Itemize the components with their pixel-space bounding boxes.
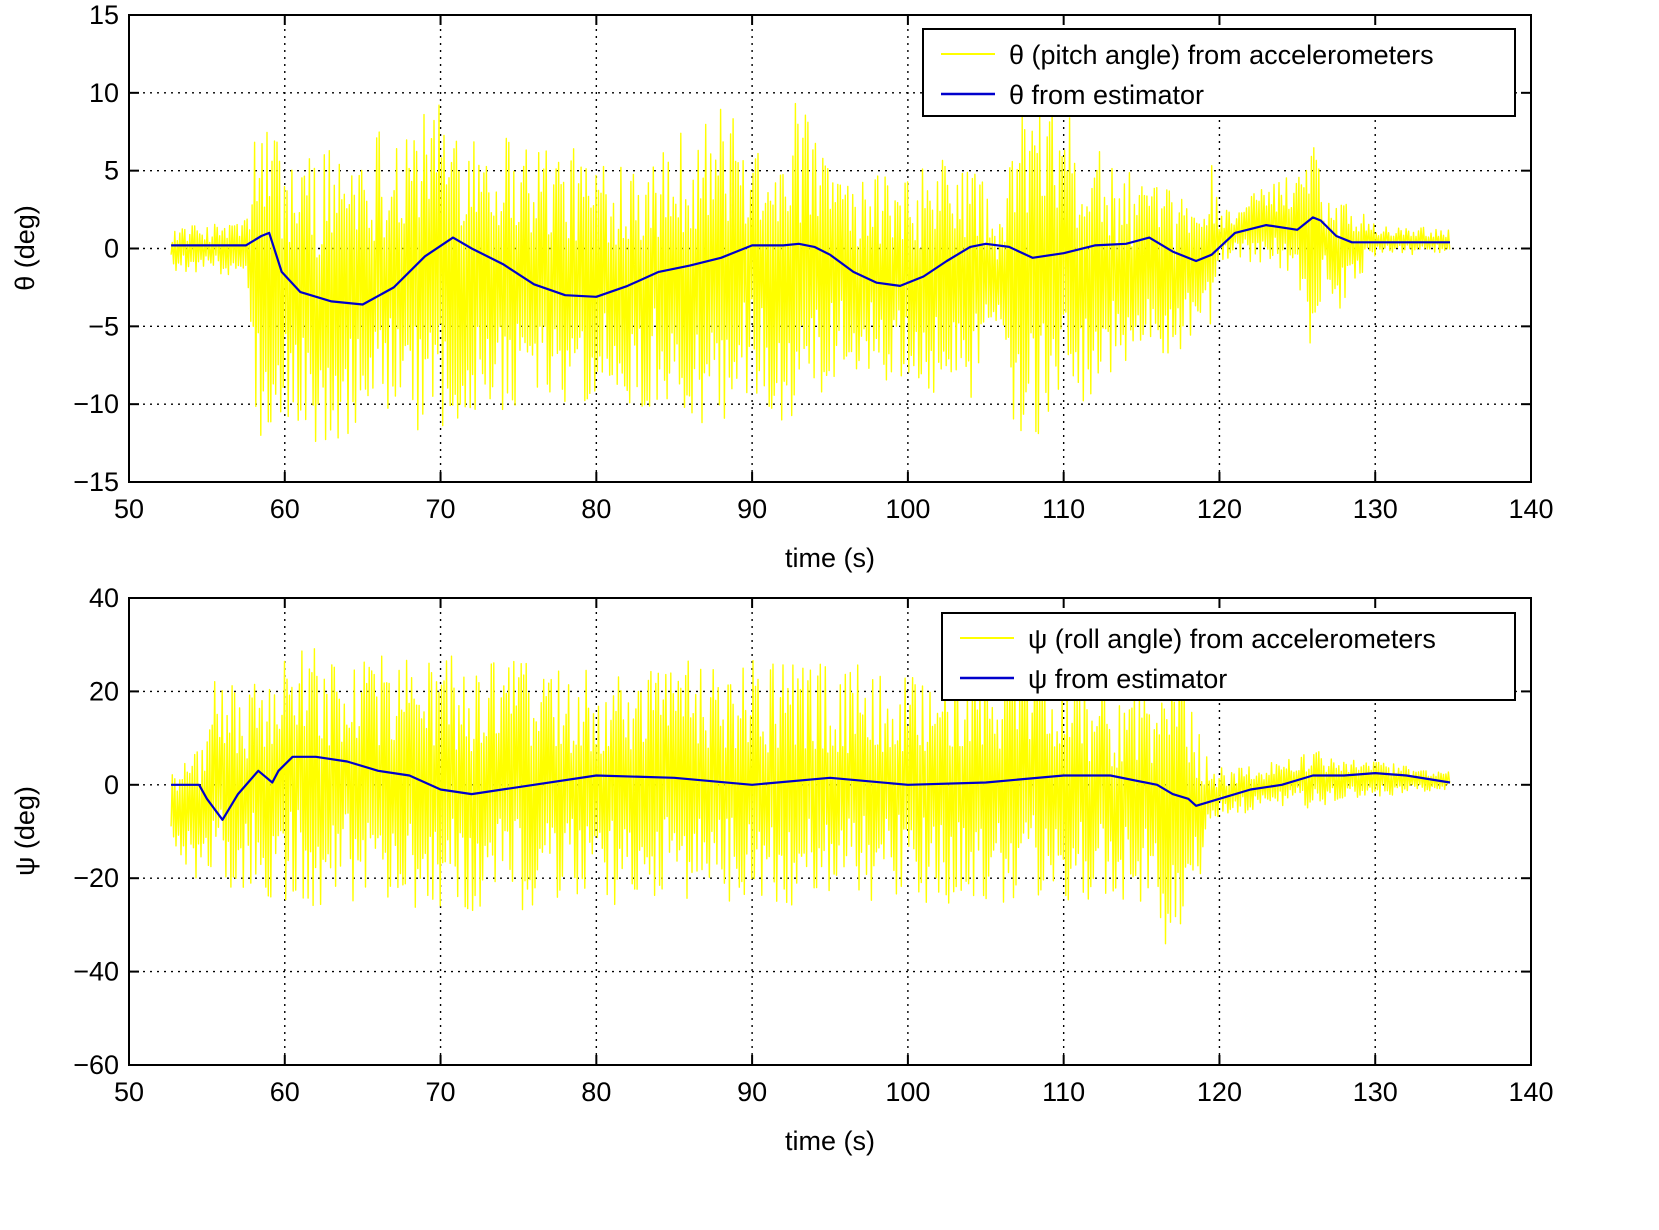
roll-legend-box [941,612,1516,701]
pitch-y-tick-label: 0 [104,234,119,264]
roll-x-axis-label: time (s) [785,1126,875,1156]
roll-x-tick-label: 90 [737,1077,767,1107]
pitch-legend-label-estimator: θ from estimator [1009,80,1204,110]
roll-x-tick-label: 100 [885,1077,930,1107]
pitch-angle-plot: 50 60 70 80 90 100 110 120 130 140 −15 −10 −5 0 5 10 15… [10,0,1554,573]
pitch-y-tick-label: −15 [73,467,119,497]
roll-x-tick-label: 140 [1508,1077,1553,1107]
roll-legend: ψ (roll angle) from accelerometers ψ fro… [941,612,1516,701]
roll-axes-frame [128,597,1532,1066]
pitch-estimator-series-line [171,216,1450,306]
roll-x-tick-label: 50 [114,1077,144,1107]
pitch-x-tick-label: 90 [737,494,767,524]
roll-y-tick-label: 20 [89,676,119,706]
pitch-x-tick-label: 130 [1353,494,1398,524]
pitch-x-tick-label: 80 [581,494,611,524]
roll-legend-label-accelerometers: ψ (roll angle) from accelerometers [1028,624,1436,654]
pitch-x-tick-label: 120 [1197,494,1242,524]
pitch-y-tick-label: 10 [89,78,119,108]
roll-estimator-series-line [171,755,1451,821]
pitch-y-axis-label: θ (deg) [10,205,40,291]
roll-x-tick-label: 130 [1353,1077,1398,1107]
roll-legend-label-estimator: ψ from estimator [1028,664,1227,694]
roll-y-tick-label: −60 [73,1050,119,1080]
roll-x-tick-label: 80 [581,1077,611,1107]
pitch-x-tick-label: 140 [1508,494,1553,524]
roll-data-series [170,648,1451,945]
pitch-y-tick-label: 15 [89,0,119,30]
pitch-y-ticks: −15 −10 −5 0 5 10 15 [73,0,1531,497]
pitch-x-tick-label: 60 [270,494,300,524]
pitch-x-axis-label: time (s) [785,543,875,573]
pitch-y-tick-label: −10 [73,389,119,419]
pitch-data-series [170,102,1451,443]
roll-y-tick-label: 40 [89,583,119,613]
pitch-legend: θ (pitch angle) from accelerometers θ fr… [922,28,1516,117]
pitch-y-tick-label: 5 [104,156,119,186]
pitch-y-tick-label: −5 [88,311,119,341]
pitch-x-tick-label: 100 [885,494,930,524]
pitch-legend-label-accelerometers: θ (pitch angle) from accelerometers [1009,40,1434,70]
roll-y-axis-label: ψ (deg) [10,786,40,876]
roll-x-tick-label: 120 [1197,1077,1242,1107]
roll-y-tick-label: −40 [73,957,119,987]
pitch-x-tick-label: 70 [426,494,456,524]
roll-y-tick-label: −20 [73,863,119,893]
roll-angle-plot: 50 60 70 80 90 100 110 120 130 140 −60 −40 −20 0 20 40… [10,583,1554,1156]
roll-x-ticks: 50 60 70 80 90 100 110 120 130 140 [114,598,1554,1107]
roll-x-tick-label: 110 [1042,1077,1085,1107]
pitch-accelerometer-series-line [170,102,1451,443]
pitch-x-tick-label: 50 [114,494,144,524]
pitch-x-tick-label: 110 [1042,494,1085,524]
pitch-legend-box [922,28,1516,117]
roll-accelerometer-series-line [170,648,1451,945]
roll-x-tick-label: 60 [270,1077,300,1107]
roll-x-tick-label: 70 [426,1077,456,1107]
roll-y-tick-label: 0 [104,770,119,800]
roll-y-ticks: −60 −40 −20 0 20 40 [73,583,1531,1080]
pitch-x-ticks: 50 60 70 80 90 100 110 120 130 140 [114,15,1554,524]
